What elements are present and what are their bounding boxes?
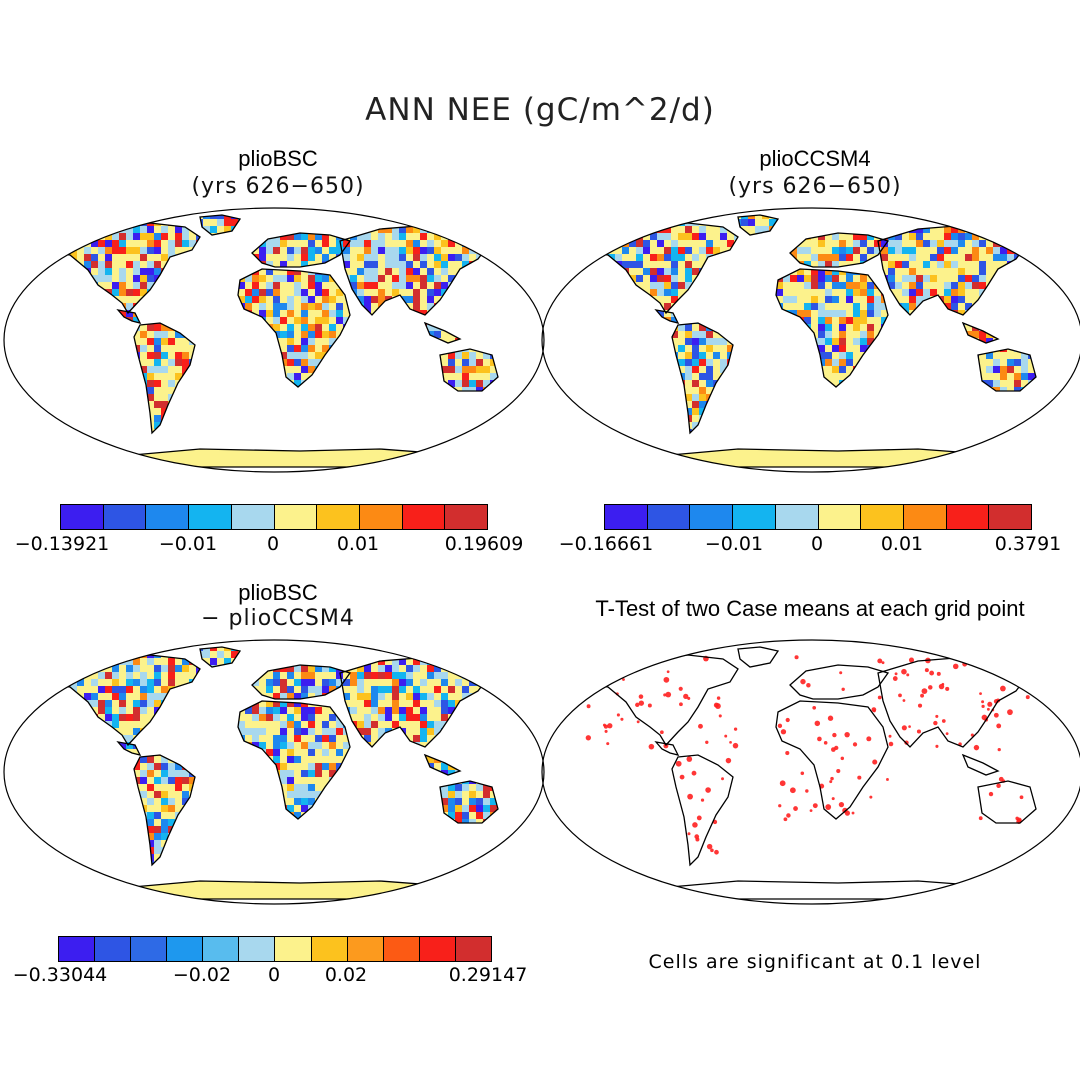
colorbar-tick-label: 0.19609 bbox=[444, 533, 524, 555]
colorbar-swatch bbox=[818, 505, 862, 529]
map-frame bbox=[541, 639, 1080, 905]
panel-title: plioCCSM4 bbox=[759, 146, 871, 171]
colorbar-tick-label: 0.01 bbox=[880, 533, 924, 555]
figure-title: ANN NEE (gC/m^2/d) bbox=[365, 92, 715, 128]
colorbar-swatch bbox=[167, 937, 204, 961]
panel-subtitle: − plioCCSM4 bbox=[201, 606, 355, 631]
colorbar-swatch bbox=[239, 937, 276, 961]
map-ttest-significance bbox=[541, 639, 1080, 905]
colorbar-tick-label: −0.01 bbox=[704, 533, 764, 555]
panel-title: T-Test of two Case means at each grid po… bbox=[595, 596, 1025, 621]
colorbar bbox=[58, 936, 492, 962]
colorbar-swatch bbox=[61, 505, 104, 529]
map-frame bbox=[3, 639, 545, 905]
colorbar-swatch bbox=[59, 937, 96, 961]
colorbar-swatch bbox=[347, 937, 384, 961]
colorbar-swatch bbox=[647, 505, 691, 529]
colorbar-swatch bbox=[146, 505, 190, 529]
colorbar-tick-label: −0.16661 bbox=[558, 533, 654, 555]
colorbar-tick-label: −0.33044 bbox=[12, 964, 108, 986]
map-plioBSC bbox=[3, 207, 545, 473]
colorbar-swatch bbox=[275, 937, 312, 961]
map-frame bbox=[3, 207, 545, 473]
colorbar-swatch bbox=[103, 505, 147, 529]
colorbar-swatch bbox=[274, 505, 318, 529]
panel-subtitle: (yrs 626−650) bbox=[191, 174, 365, 199]
colorbar-tick-label: −0.13921 bbox=[14, 533, 110, 555]
colorbar-swatch bbox=[690, 505, 734, 529]
significance-markers bbox=[585, 655, 1030, 855]
colorbar-swatch bbox=[445, 505, 488, 529]
colorbar-swatch bbox=[775, 505, 819, 529]
colorbar-tick-label: 0 bbox=[267, 964, 281, 986]
land-data-field bbox=[40, 647, 498, 899]
colorbar-tick-label: 0.29147 bbox=[448, 964, 528, 986]
map-frame bbox=[541, 207, 1080, 473]
panel-subtitle: (yrs 626−650) bbox=[728, 174, 902, 199]
map-difference bbox=[3, 639, 545, 905]
colorbar-tick-label: 0.3791 bbox=[994, 533, 1062, 555]
colorbar-tick-label: 0 bbox=[810, 533, 824, 555]
colorbar-swatch bbox=[317, 505, 360, 529]
colorbar-swatch bbox=[402, 505, 446, 529]
colorbar-tick-label: −0.02 bbox=[172, 964, 232, 986]
colorbar bbox=[60, 504, 488, 530]
colorbar-swatch bbox=[903, 505, 947, 529]
colorbar-swatch bbox=[203, 937, 240, 961]
land-data-field bbox=[578, 215, 1036, 467]
colorbar-swatch bbox=[419, 937, 456, 961]
map-plioCCSM4 bbox=[541, 207, 1080, 473]
colorbar-tick-label: 0.01 bbox=[336, 533, 380, 555]
colorbar-swatch bbox=[189, 505, 232, 529]
land-data-field bbox=[40, 215, 498, 467]
significance-note: Cells are significant at 0.1 level bbox=[648, 951, 982, 973]
colorbar-swatch bbox=[383, 937, 420, 961]
colorbar-swatch bbox=[455, 937, 491, 961]
colorbar-swatch bbox=[95, 937, 132, 961]
colorbar-tick-label: 0 bbox=[266, 533, 280, 555]
colorbar-swatch bbox=[311, 937, 348, 961]
colorbar bbox=[604, 504, 1032, 530]
colorbar-swatch bbox=[359, 505, 403, 529]
colorbar-swatch bbox=[989, 505, 1032, 529]
colorbar-swatch bbox=[131, 937, 168, 961]
colorbar-swatch bbox=[861, 505, 904, 529]
colorbar-swatch bbox=[231, 505, 275, 529]
colorbar-tick-label: 0.02 bbox=[324, 964, 368, 986]
colorbar-tick-label: −0.01 bbox=[158, 533, 218, 555]
colorbar-swatch bbox=[605, 505, 648, 529]
panel-title: plioBSC bbox=[238, 146, 318, 171]
colorbar-swatch bbox=[733, 505, 776, 529]
panel-title: plioBSC bbox=[238, 580, 318, 605]
colorbar-swatch bbox=[946, 505, 990, 529]
